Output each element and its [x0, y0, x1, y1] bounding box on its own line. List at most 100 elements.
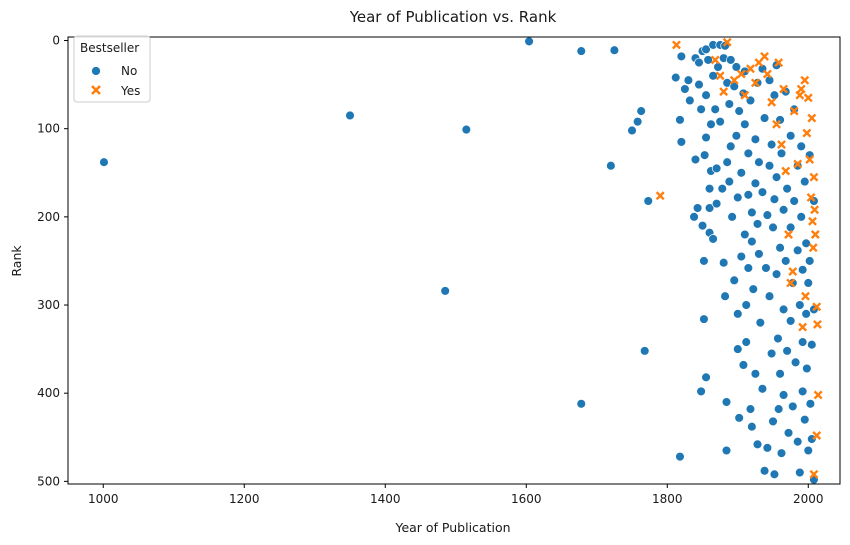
- data-point-no: [799, 176, 810, 187]
- data-point-no: [699, 314, 709, 324]
- data-point-no: [694, 57, 704, 68]
- data-point-no: [675, 451, 685, 462]
- data-point-no: [699, 150, 710, 160]
- data-point-no: [782, 183, 792, 194]
- data-point-yes: [807, 113, 817, 123]
- data-point-yes: [810, 230, 820, 239]
- data-point-no: [731, 62, 742, 72]
- x-axis-ticks: 1000 1200 1400 1600 1800 2000: [88, 484, 824, 506]
- legend: Bestseller No Yes: [73, 35, 151, 103]
- data-point-yes: [801, 291, 810, 301]
- data-point-yes: [671, 40, 681, 50]
- data-point-no: [752, 219, 763, 229]
- legend-entry-no: No: [91, 64, 137, 78]
- data-point-no: [727, 212, 737, 222]
- data-point-no: [747, 236, 757, 247]
- data-point-no: [776, 448, 787, 458]
- y-tick-label: 200: [37, 210, 60, 224]
- data-point-yes: [813, 390, 823, 400]
- data-point-no: [799, 414, 810, 425]
- data-point-yes: [803, 93, 813, 103]
- data-point-no: [725, 55, 736, 65]
- data-point-no: [704, 183, 715, 194]
- data-point-no: [771, 269, 782, 279]
- data-point-no: [708, 71, 718, 81]
- data-point-no: [785, 222, 796, 233]
- data-point-no: [803, 445, 814, 456]
- data-point-no: [797, 386, 808, 397]
- data-point-no: [576, 46, 587, 56]
- data-point-no: [729, 275, 739, 286]
- data-point-no: [733, 344, 743, 354]
- data-point-no: [754, 249, 764, 259]
- data-point-no: [461, 124, 472, 135]
- data-point-no: [743, 190, 754, 200]
- data-point-no: [743, 148, 754, 159]
- data-point-no: [722, 157, 732, 167]
- data-point-no: [725, 141, 736, 152]
- data-point-no: [701, 90, 711, 100]
- data-point-no: [755, 317, 766, 328]
- data-point-no: [710, 104, 720, 115]
- y-tick-label: 100: [37, 122, 60, 136]
- legend-marker-yes: [91, 85, 101, 95]
- data-point-no: [694, 79, 704, 90]
- data-point-no: [701, 372, 711, 383]
- data-point-no: [717, 183, 728, 194]
- data-point-no: [782, 346, 792, 356]
- data-point-no: [690, 154, 701, 165]
- data-point-no: [440, 286, 450, 296]
- legend-label-yes: Yes: [120, 84, 140, 98]
- data-point-yes: [719, 87, 729, 97]
- data-point-no: [780, 256, 791, 266]
- x-axis-label: Year of Publication: [394, 520, 510, 535]
- data-point-no: [740, 119, 750, 130]
- data-point-no: [627, 125, 637, 136]
- data-point-no: [785, 130, 796, 141]
- plot-area: [99, 36, 823, 485]
- data-point-no: [766, 348, 777, 359]
- data-point-no: [736, 251, 747, 262]
- y-tick-label: 0: [52, 34, 60, 48]
- data-point-yes: [710, 55, 720, 65]
- y-axis-label: Rank: [9, 245, 24, 277]
- data-point-yes: [798, 322, 808, 332]
- data-point-no: [734, 413, 744, 423]
- data-point-no: [807, 339, 817, 350]
- data-point-yes: [808, 243, 818, 253]
- data-point-yes: [800, 75, 810, 85]
- data-point-no: [759, 113, 770, 123]
- data-point-no: [788, 278, 798, 288]
- data-point-no: [685, 95, 695, 106]
- y-tick-label: 500: [37, 474, 60, 488]
- data-point-yes: [762, 69, 772, 79]
- data-point-no: [768, 416, 778, 427]
- data-point-no: [697, 220, 708, 231]
- legend-label-no: No: [121, 64, 137, 78]
- data-point-yes: [810, 205, 820, 215]
- data-point-no: [721, 445, 732, 456]
- data-point-no: [759, 466, 770, 476]
- data-point-yes: [779, 84, 789, 94]
- data-point-no: [696, 386, 706, 397]
- data-point-no: [801, 309, 811, 319]
- data-point-no: [704, 203, 715, 213]
- data-point-no: [741, 337, 751, 347]
- data-point-no: [752, 439, 763, 450]
- data-point-yes: [784, 230, 793, 239]
- data-point-yes: [789, 106, 799, 116]
- data-point-no: [761, 263, 771, 273]
- data-point-yes: [802, 128, 812, 138]
- data-point-no: [720, 291, 730, 301]
- data-point-no: [801, 238, 811, 249]
- data-point-no: [771, 172, 782, 182]
- data-point-no: [724, 176, 735, 187]
- data-point-yes: [795, 90, 805, 100]
- data-point-no: [740, 229, 750, 240]
- data-point-yes: [767, 97, 777, 107]
- data-point-no: [680, 84, 690, 94]
- data-point-no: [676, 51, 687, 62]
- data-point-yes: [746, 64, 755, 74]
- data-point-no: [796, 141, 806, 152]
- data-point-yes: [740, 90, 750, 100]
